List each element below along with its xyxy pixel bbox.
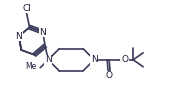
Text: O: O [106,71,113,80]
Text: N: N [39,28,46,37]
Text: N: N [15,32,22,41]
Text: Cl: Cl [22,4,31,13]
Text: N: N [91,55,98,64]
Text: O: O [121,55,128,64]
Text: N: N [45,55,52,64]
Text: Me: Me [25,62,36,71]
